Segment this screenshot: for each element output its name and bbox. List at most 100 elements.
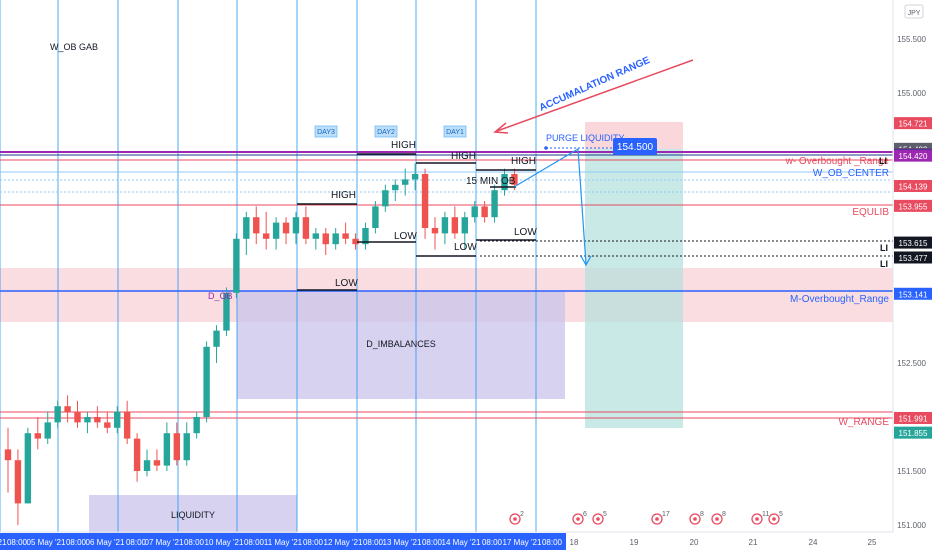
x-tick-label: 08:00: [126, 538, 147, 547]
candle[interactable]: [133, 433, 141, 482]
candle[interactable]: [44, 411, 51, 444]
candle-body: [471, 206, 478, 218]
day1-label: DAY1: [446, 129, 464, 136]
candle[interactable]: [243, 211, 250, 255]
candle[interactable]: [372, 201, 379, 234]
candle[interactable]: [312, 228, 320, 250]
candle[interactable]: [153, 449, 161, 471]
price-tag-bg: [894, 426, 932, 439]
candle[interactable]: [143, 449, 151, 477]
candle[interactable]: [322, 228, 329, 255]
fifteen-min-ob-label: 15 MIN OB: [466, 176, 516, 187]
high-label-2: HIGH: [391, 140, 416, 151]
event-badge[interactable]: 6: [572, 511, 587, 525]
event-badge[interactable]: 2: [509, 511, 524, 525]
candle[interactable]: [24, 427, 32, 504]
high-label-4: HIGH: [511, 156, 536, 167]
price-tag: 153.141: [894, 287, 932, 300]
candle[interactable]: [471, 201, 478, 223]
event-badge[interactable]: 11: [751, 511, 769, 525]
event-badge[interactable]: 8: [711, 511, 726, 525]
candle[interactable]: [481, 201, 488, 223]
candle[interactable]: [94, 406, 101, 428]
candle[interactable]: [223, 287, 230, 336]
candle[interactable]: [123, 400, 131, 444]
candle[interactable]: [253, 206, 260, 245]
candle[interactable]: [183, 422, 190, 466]
candle[interactable]: [411, 163, 419, 191]
candle-body: [183, 433, 190, 461]
candle[interactable]: [114, 406, 121, 434]
accumulation-arrow: [496, 59, 694, 132]
price-tag-bg: [894, 199, 932, 212]
candle[interactable]: [461, 211, 468, 250]
x-tick-label: 08:00: [184, 538, 205, 547]
event-badges[interactable]: 2 6 5 17 8 8 11 5: [509, 511, 783, 525]
price-tag-label: 151.991: [899, 414, 928, 423]
candle[interactable]: [501, 168, 508, 196]
candle[interactable]: [84, 411, 91, 434]
candle[interactable]: [34, 417, 41, 450]
candle[interactable]: [282, 217, 290, 245]
price-box-value: 154.500: [617, 142, 654, 153]
candle[interactable]: [4, 427, 12, 493]
candle[interactable]: [203, 341, 210, 423]
candle[interactable]: [362, 222, 369, 250]
event-badge[interactable]: 17: [651, 511, 670, 525]
candle-body: [203, 346, 210, 417]
currency-badge[interactable]: [904, 4, 924, 19]
candle[interactable]: [173, 422, 181, 466]
candle[interactable]: [382, 184, 389, 212]
x-tick-label: 08:00: [303, 538, 324, 547]
candle-body: [282, 222, 290, 234]
candle[interactable]: [213, 325, 220, 363]
candle[interactable]: [392, 179, 399, 201]
candle-body: [143, 460, 151, 471]
price-tag-bg: [894, 236, 932, 249]
candle[interactable]: [421, 168, 429, 239]
d-imbalances-label: D_IMBALANCES: [366, 339, 436, 349]
candle-body: [491, 190, 498, 218]
price-axis[interactable]: [893, 0, 932, 550]
candle[interactable]: [54, 400, 61, 428]
candle[interactable]: [431, 217, 439, 250]
candle[interactable]: [491, 184, 498, 223]
high-label-1: HIGH: [331, 190, 356, 201]
x-tick-label: 12 May '21: [324, 538, 363, 547]
candle[interactable]: [193, 411, 200, 439]
event-count: 8: [700, 511, 704, 518]
candle[interactable]: [104, 411, 111, 434]
event-badge[interactable]: 5: [592, 511, 607, 525]
candle[interactable]: [74, 400, 81, 428]
x-tick-label: 21: [0, 538, 7, 547]
event-badge[interactable]: 8: [689, 511, 704, 525]
event-badge[interactable]: 5: [768, 511, 783, 525]
candle[interactable]: [302, 206, 310, 245]
x-tick-label: 20: [690, 538, 699, 547]
candle[interactable]: [163, 422, 171, 471]
x-tick-label: 18: [570, 538, 579, 547]
candle[interactable]: [451, 206, 459, 239]
candle-body: [193, 417, 200, 434]
candle-body: [34, 433, 41, 439]
candle-body: [262, 233, 270, 239]
candles-group[interactable]: [4, 163, 518, 525]
candle[interactable]: [292, 211, 300, 245]
candle-body: [123, 411, 131, 439]
candle[interactable]: [14, 449, 22, 525]
candle[interactable]: [272, 217, 280, 250]
candle[interactable]: [441, 211, 449, 245]
candle[interactable]: [332, 228, 339, 250]
candle[interactable]: [64, 395, 71, 423]
candle[interactable]: [262, 211, 270, 250]
candle[interactable]: [342, 222, 349, 245]
price-tag-bg: [894, 411, 932, 424]
candle[interactable]: [402, 168, 409, 196]
event-dot-icon: [596, 517, 600, 521]
candle-body: [342, 233, 349, 239]
x-tick-label: 08:00: [482, 538, 503, 547]
candle[interactable]: [352, 233, 359, 250]
candle[interactable]: [233, 233, 240, 299]
